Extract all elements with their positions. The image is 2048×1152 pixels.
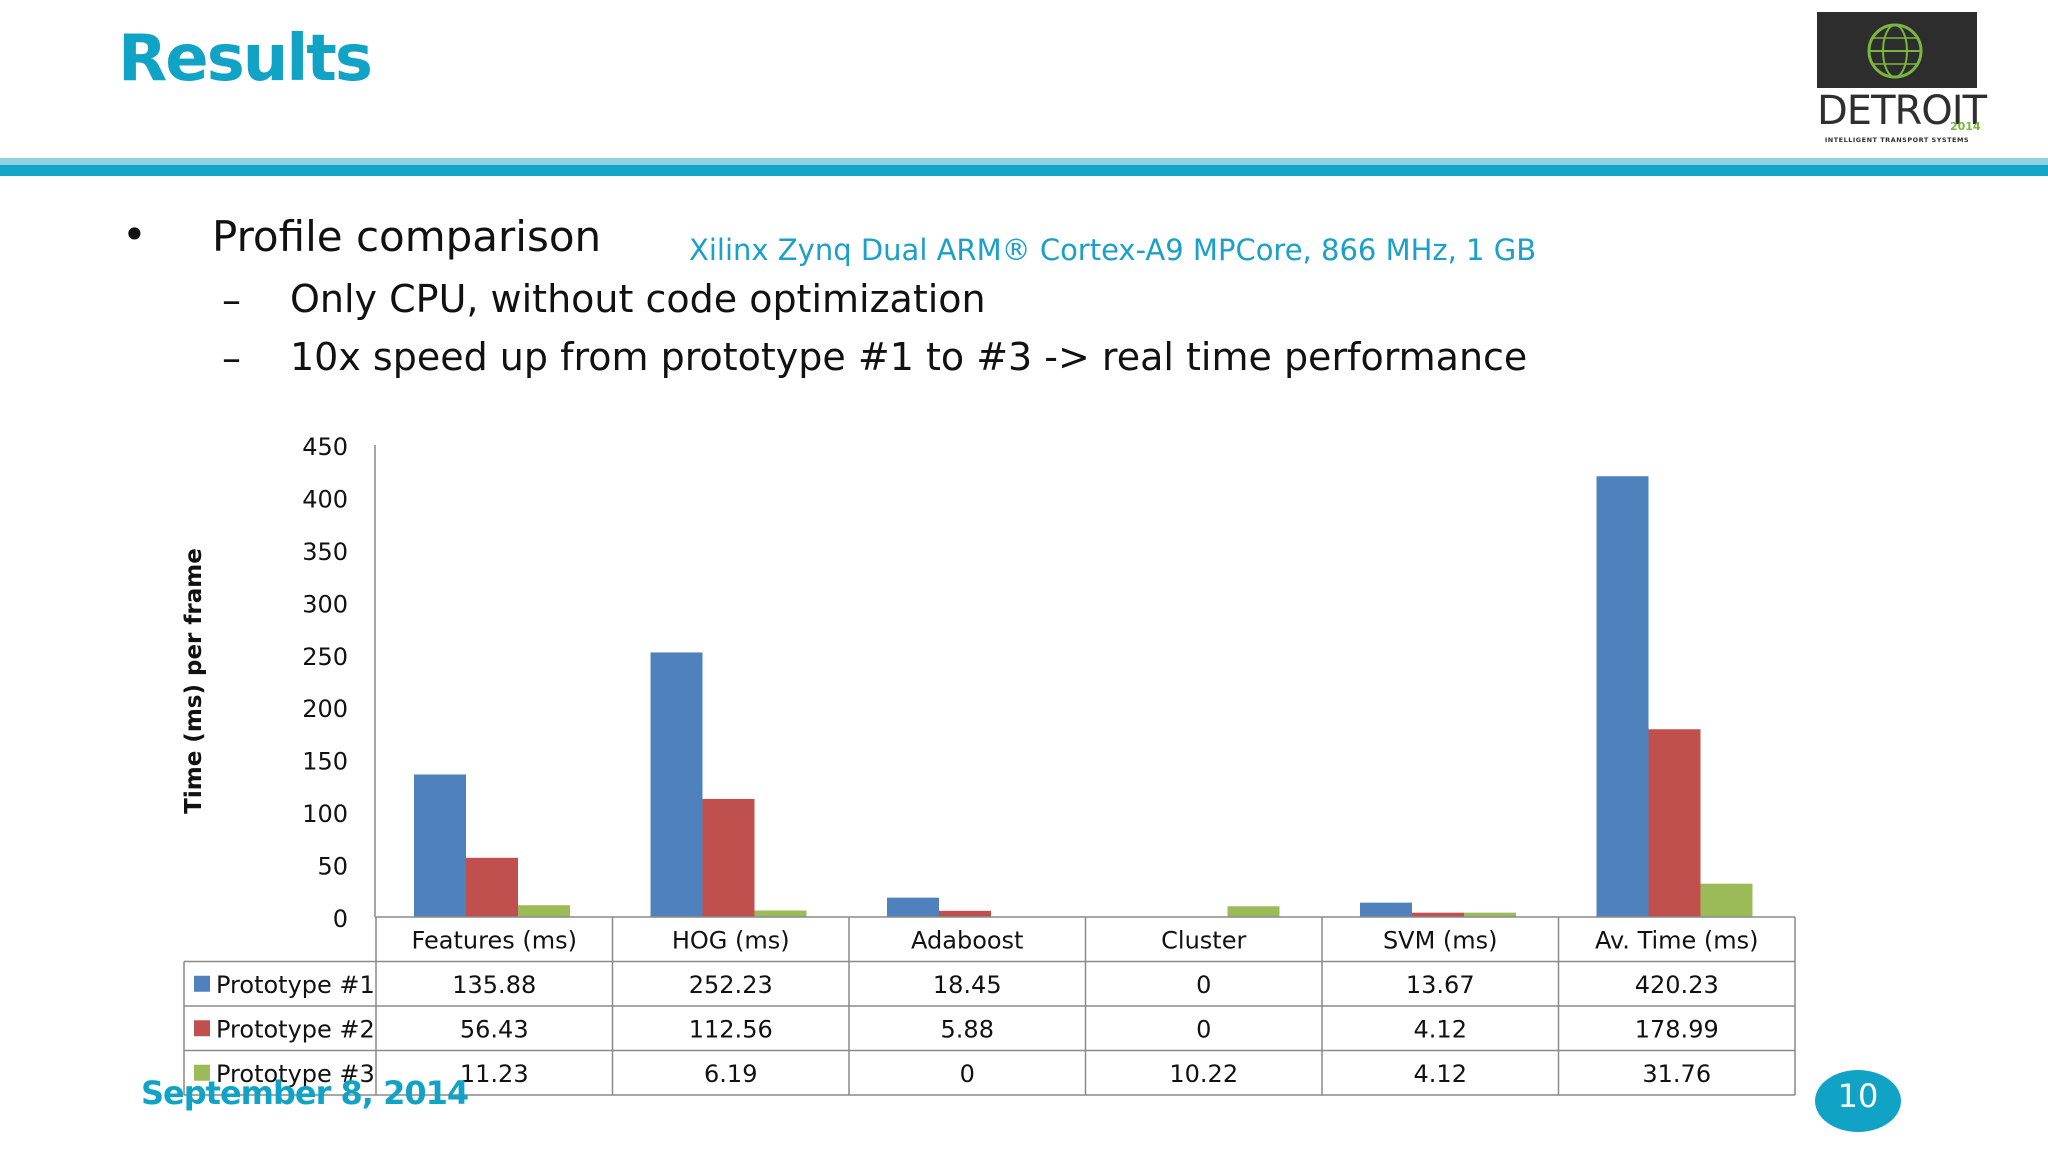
sub-bullet-marker: – bbox=[222, 278, 241, 322]
category-label: HOG (ms) bbox=[672, 926, 790, 954]
data-label: 6.19 bbox=[704, 1060, 757, 1088]
bar bbox=[1227, 906, 1280, 917]
data-label: 112.56 bbox=[689, 1015, 773, 1043]
legend-swatch bbox=[194, 975, 210, 992]
bar bbox=[754, 910, 807, 917]
hardware-note: Xilinx Zynq Dual ARM® Cortex-A9 MPCore, … bbox=[689, 233, 1537, 267]
data-label: 13.67 bbox=[1406, 971, 1475, 999]
category-label: Av. Time (ms) bbox=[1595, 926, 1759, 954]
data-label: 11.23 bbox=[460, 1060, 529, 1088]
sub-bullet-speedup: 10x speed up from prototype #1 to #3 -> … bbox=[290, 335, 1528, 379]
data-label: 56.43 bbox=[460, 1015, 529, 1043]
globe-icon bbox=[1867, 23, 1923, 79]
logo-year: 2014 bbox=[1950, 120, 1981, 133]
sub-bullet-cpu-only: Only CPU, without code optimization bbox=[290, 277, 986, 321]
detroit-logo: DETROIT 2014 INTELLIGENT TRANSPORT SYSTE… bbox=[1817, 12, 1987, 152]
data-label: 252.23 bbox=[689, 971, 773, 999]
y-tick-label: 150 bbox=[302, 748, 348, 776]
header-band bbox=[0, 165, 2048, 176]
y-tick-label: 50 bbox=[317, 853, 348, 881]
data-label: 178.99 bbox=[1635, 1015, 1719, 1043]
bullet-profile-comparison: Profile comparison bbox=[212, 212, 602, 261]
bar bbox=[466, 857, 518, 917]
data-label: 135.88 bbox=[452, 971, 536, 999]
data-label: 4.12 bbox=[1414, 1015, 1467, 1043]
category-label: Features (ms) bbox=[412, 926, 577, 954]
y-tick-label: 300 bbox=[302, 590, 348, 618]
category-label: SVM (ms) bbox=[1383, 926, 1498, 954]
page-number: 10 bbox=[1815, 1070, 1901, 1132]
legend-swatch bbox=[194, 1020, 210, 1037]
bar bbox=[1360, 902, 1412, 917]
y-tick-label: 200 bbox=[302, 695, 348, 723]
data-label: 18.45 bbox=[933, 971, 1002, 999]
data-label: 4.12 bbox=[1414, 1060, 1467, 1088]
y-tick-label: 250 bbox=[302, 643, 348, 671]
header-band-light bbox=[0, 158, 2048, 165]
y-tick-label: 350 bbox=[302, 538, 348, 566]
category-label: Cluster bbox=[1161, 926, 1246, 954]
legend-entry: Prototype #3 bbox=[216, 1060, 375, 1088]
y-tick-label: 0 bbox=[333, 905, 348, 933]
y-tick-label: 400 bbox=[302, 485, 348, 513]
bar bbox=[414, 774, 466, 917]
legend-swatch bbox=[194, 1064, 210, 1081]
bar bbox=[1412, 912, 1464, 917]
y-axis-label: Time (ms) per frame bbox=[181, 548, 207, 814]
bar bbox=[650, 652, 703, 917]
data-label: 0 bbox=[960, 1060, 975, 1088]
bullet-marker: • bbox=[122, 210, 147, 259]
bar bbox=[1648, 729, 1701, 917]
bar bbox=[887, 897, 939, 917]
bar bbox=[939, 910, 991, 917]
y-tick-label: 450 bbox=[302, 433, 348, 461]
y-tick-label: 100 bbox=[302, 800, 348, 828]
data-label: 10.22 bbox=[1169, 1060, 1238, 1088]
logo-text: DETROIT bbox=[1817, 88, 1987, 134]
legend-entry: Prototype #1 bbox=[216, 971, 375, 999]
category-label: Adaboost bbox=[911, 926, 1023, 954]
sub-bullet-marker: – bbox=[222, 336, 241, 380]
data-label: 31.76 bbox=[1642, 1060, 1711, 1088]
bar bbox=[1596, 476, 1649, 917]
data-label: 0 bbox=[1196, 1015, 1211, 1043]
legend-entry: Prototype #2 bbox=[216, 1015, 375, 1043]
bar bbox=[1700, 883, 1753, 917]
data-label: 420.23 bbox=[1635, 971, 1719, 999]
data-label: 0 bbox=[1196, 971, 1211, 999]
data-label: 5.88 bbox=[941, 1015, 994, 1043]
bar bbox=[1464, 912, 1516, 917]
slide-title: Results bbox=[118, 22, 373, 96]
bar bbox=[518, 905, 570, 917]
bar bbox=[702, 798, 755, 917]
footer-date: September 8, 2014 bbox=[141, 1074, 469, 1112]
logo-subtitle: INTELLIGENT TRANSPORT SYSTEMS bbox=[1824, 136, 1970, 144]
